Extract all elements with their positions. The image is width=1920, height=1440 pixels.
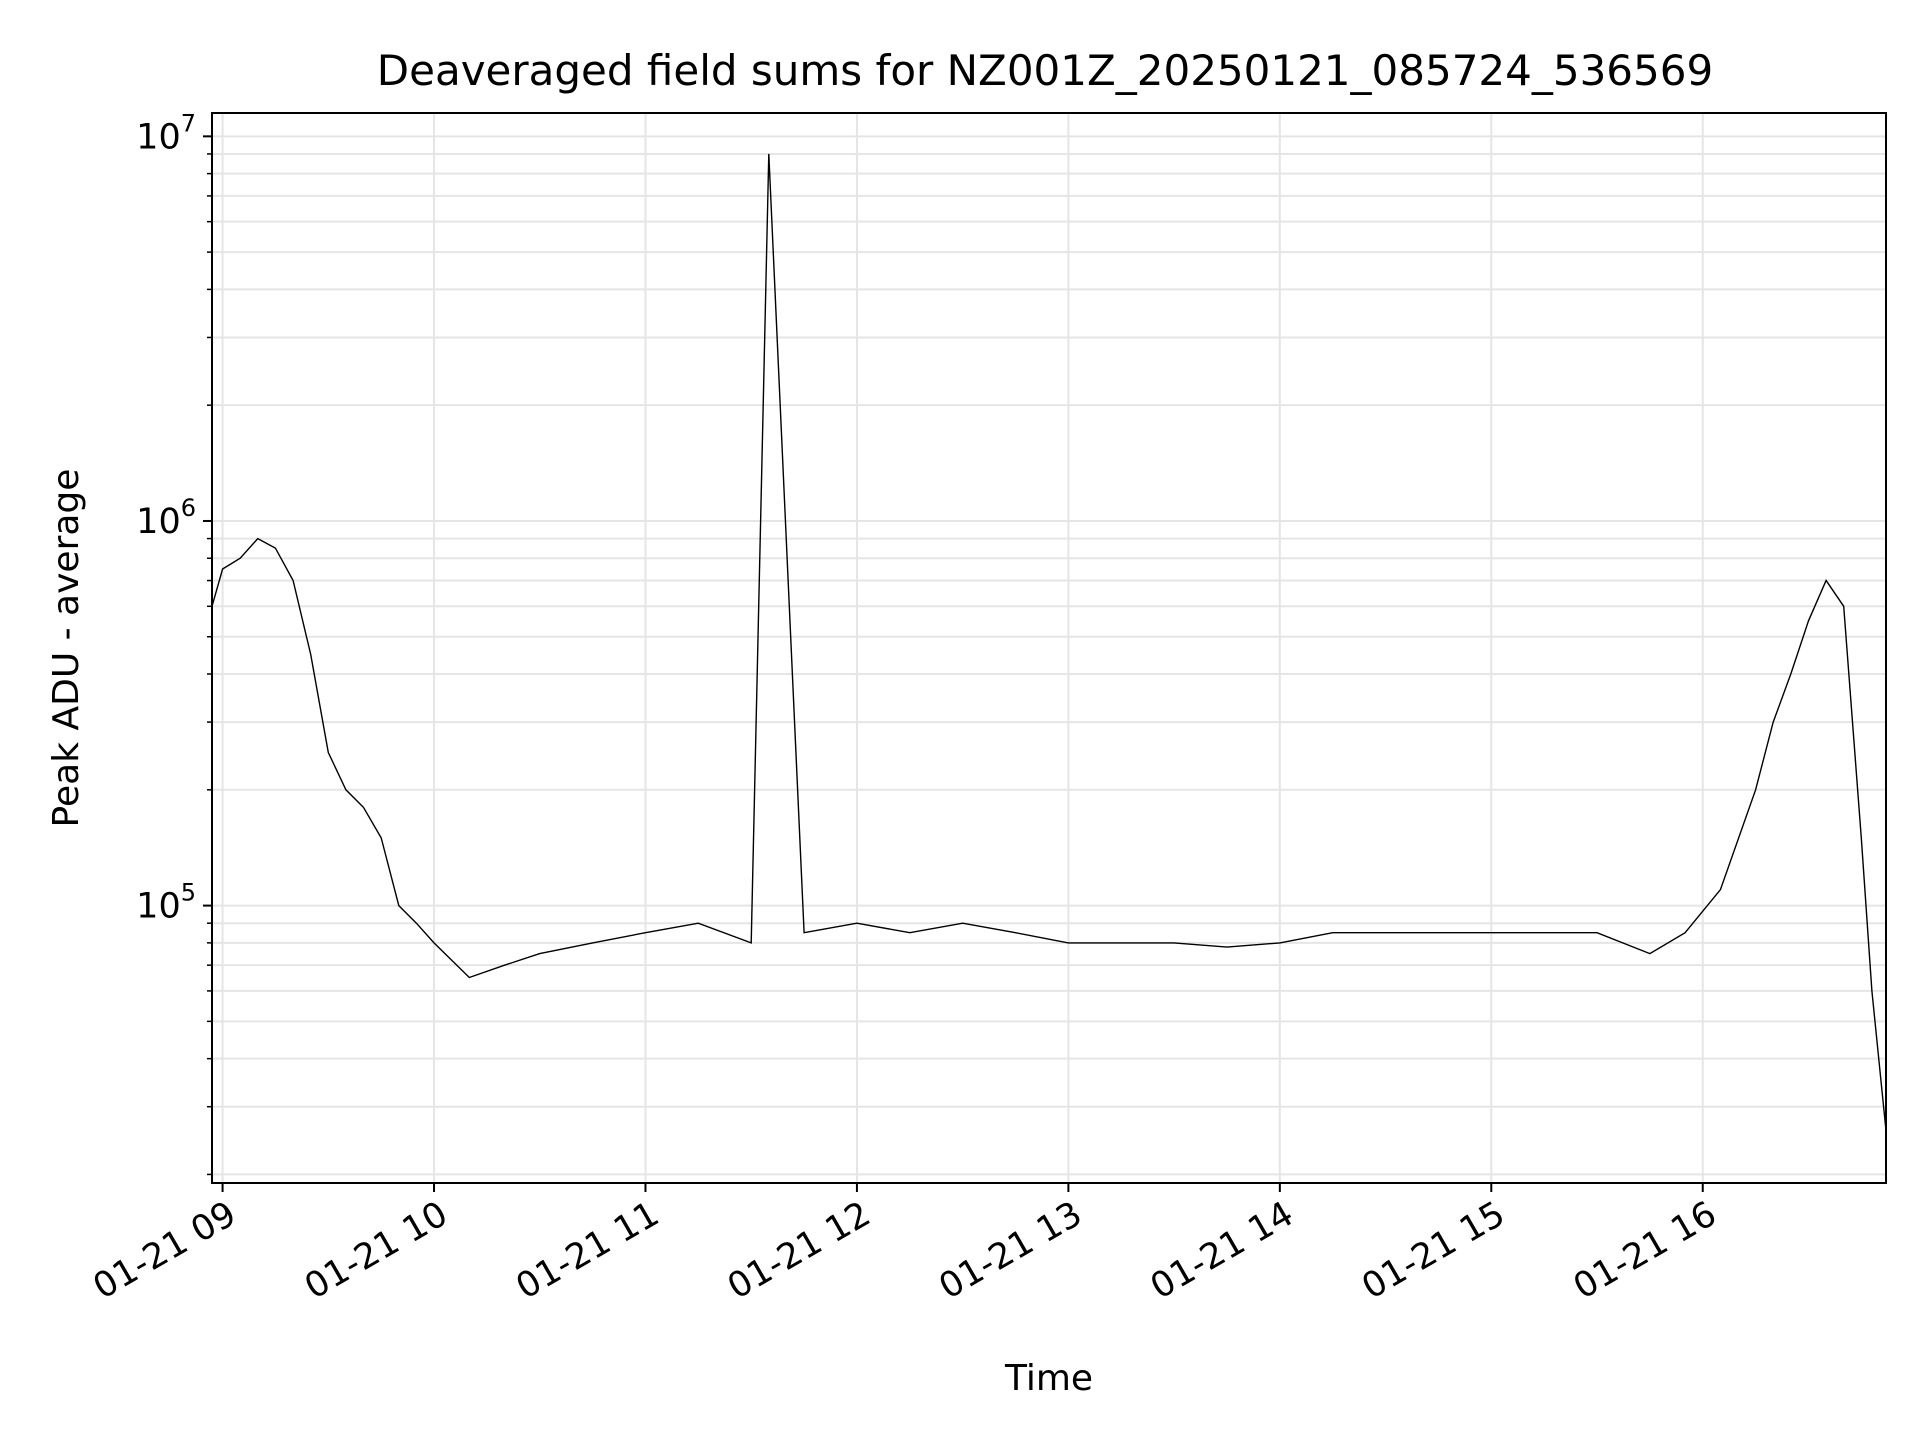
y-tick-label: 107 <box>136 109 196 157</box>
y-tick-label: 105 <box>136 879 196 927</box>
x-tick-label: 01-21 16 <box>1567 1194 1723 1307</box>
x-tick-label: 01-21 14 <box>1144 1194 1300 1307</box>
x-axis: 01-21 09 01-21 10 01-21 11 01-21 12 01-21 13… <box>87 1183 1723 1307</box>
x-axis-label: Time <box>1004 1358 1093 1399</box>
x-tick-label: 01-21 12 <box>721 1194 877 1307</box>
y-tick-label: 106 <box>136 494 196 542</box>
y-axis-label: Peak ADU - average <box>46 469 87 828</box>
x-tick-label: 01-21 13 <box>933 1194 1089 1307</box>
series-layer <box>211 153 1887 1131</box>
plot-frame <box>211 112 1887 1184</box>
grid <box>212 113 1886 1183</box>
x-tick-label: 01-21 11 <box>510 1194 666 1307</box>
x-tick-label: 01-21 09 <box>87 1194 243 1307</box>
chart-title: Deaveraged field sums for NZ001Z_2025012… <box>377 46 1713 95</box>
series-line <box>211 153 1887 1131</box>
x-tick-label: 01-21 15 <box>1355 1194 1511 1307</box>
y-axis: 105 106 107 <box>136 109 212 1176</box>
x-tick-label: 01-21 10 <box>298 1194 454 1307</box>
